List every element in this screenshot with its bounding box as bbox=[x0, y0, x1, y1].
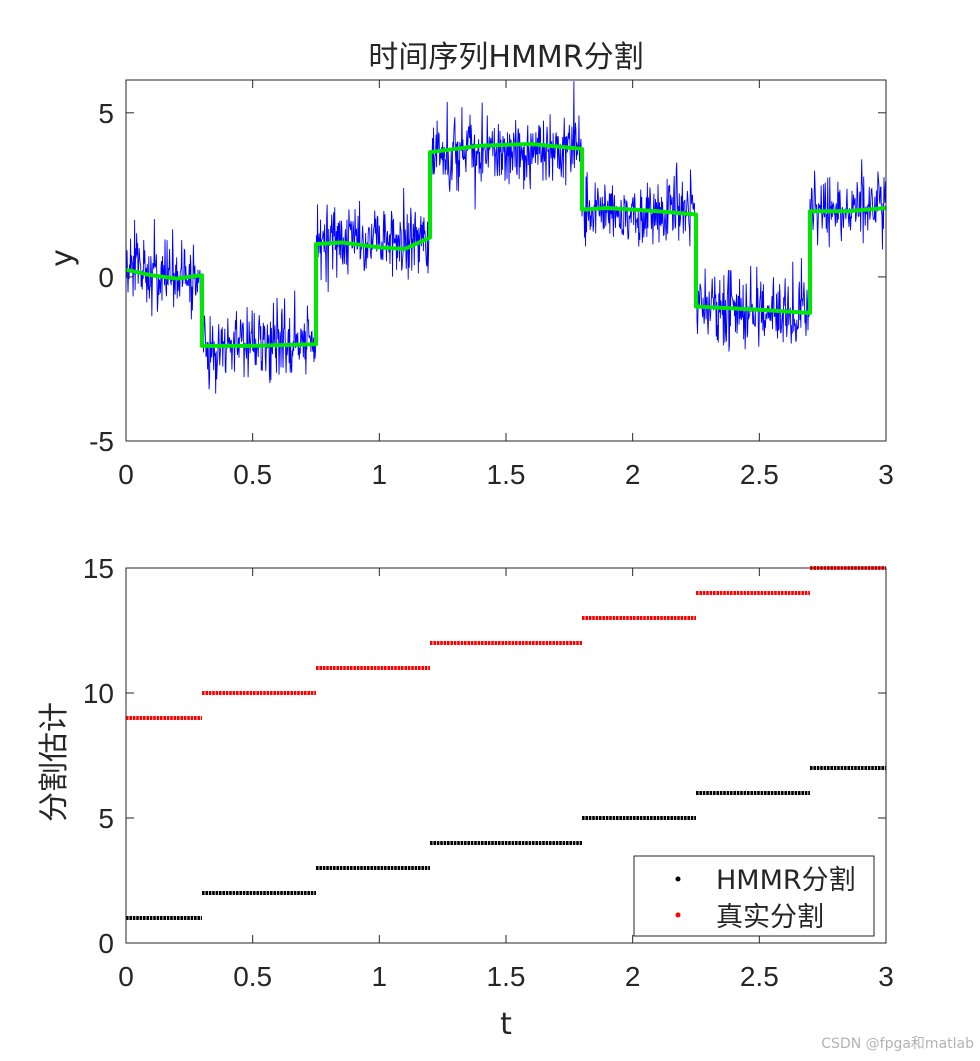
top-axes-frame bbox=[125, 79, 887, 442]
legend-box bbox=[633, 855, 875, 937]
top-axes: 0 0.5 1 1.5 2 2.5 3-505 bbox=[89, 79, 894, 490]
bottom-x-tick-label: 2.5 bbox=[740, 961, 779, 992]
top-x-tick-label: 0.5 bbox=[233, 459, 272, 490]
legend-marker-hmmr bbox=[675, 876, 681, 882]
bottom-y-tick-label: 15 bbox=[83, 553, 114, 584]
top-x-tick-label: 1.5 bbox=[487, 459, 526, 490]
bottom-x-tick-label: 0.5 bbox=[233, 961, 272, 992]
bottom-x-tick-label: 0 bbox=[118, 961, 134, 992]
bottom-x-tick-label: 1.5 bbox=[487, 961, 526, 992]
top-subplot: 时间序列HMMR分割 y 0 0.5 1 1.5 2 2.5 3-505 bbox=[45, 40, 894, 490]
top-y-axis-label: y bbox=[45, 249, 80, 267]
top-chart-title: 时间序列HMMR分割 bbox=[368, 40, 643, 75]
bottom-y-tick-label: 10 bbox=[83, 678, 114, 709]
bottom-y-tick-label: 0 bbox=[98, 928, 114, 959]
top-plot-area bbox=[126, 81, 886, 394]
bottom-x-tick-label: 2 bbox=[625, 961, 641, 992]
top-y-tick-label: -5 bbox=[89, 426, 114, 457]
top-x-tick-label: 0 bbox=[118, 459, 134, 490]
legend-label-hmmr: HMMR分割 bbox=[716, 865, 856, 896]
top-y-tick-label: 5 bbox=[98, 98, 114, 129]
top-x-tick-label: 3 bbox=[878, 459, 894, 490]
bottom-x-tick-label: 1 bbox=[372, 961, 388, 992]
hmmr-fit-line bbox=[126, 142, 886, 348]
top-x-tick-label: 2.5 bbox=[740, 459, 779, 490]
bottom-x-axis-label: t bbox=[500, 1007, 512, 1042]
top-x-tick-label: 1 bbox=[372, 459, 388, 490]
bottom-axes: 0 0.5 1 1.5 2 2.5 3 0 5 10 15 bbox=[83, 553, 894, 992]
legend-label-true: 真实分割 bbox=[716, 902, 824, 933]
legend-marker-true bbox=[675, 912, 681, 918]
legend: HMMR分割 真实分割 bbox=[633, 855, 875, 937]
top-x-tick-label: 2 bbox=[625, 459, 641, 490]
top-y-tick-label: 0 bbox=[98, 262, 114, 293]
bottom-y-tick-label: 5 bbox=[98, 803, 114, 834]
watermark: CSDN @fpga和matlab bbox=[821, 1036, 974, 1052]
noisy-signal-line bbox=[126, 81, 886, 394]
bottom-x-tick-label: 3 bbox=[878, 961, 894, 992]
bottom-subplot: 分割估计 t 0 0.5 1 1.5 2 2.5 3 0 5 10 15 HMMR分割 真实分割 bbox=[37, 553, 894, 1042]
bottom-y-axis-label: 分割估计 bbox=[37, 702, 72, 822]
